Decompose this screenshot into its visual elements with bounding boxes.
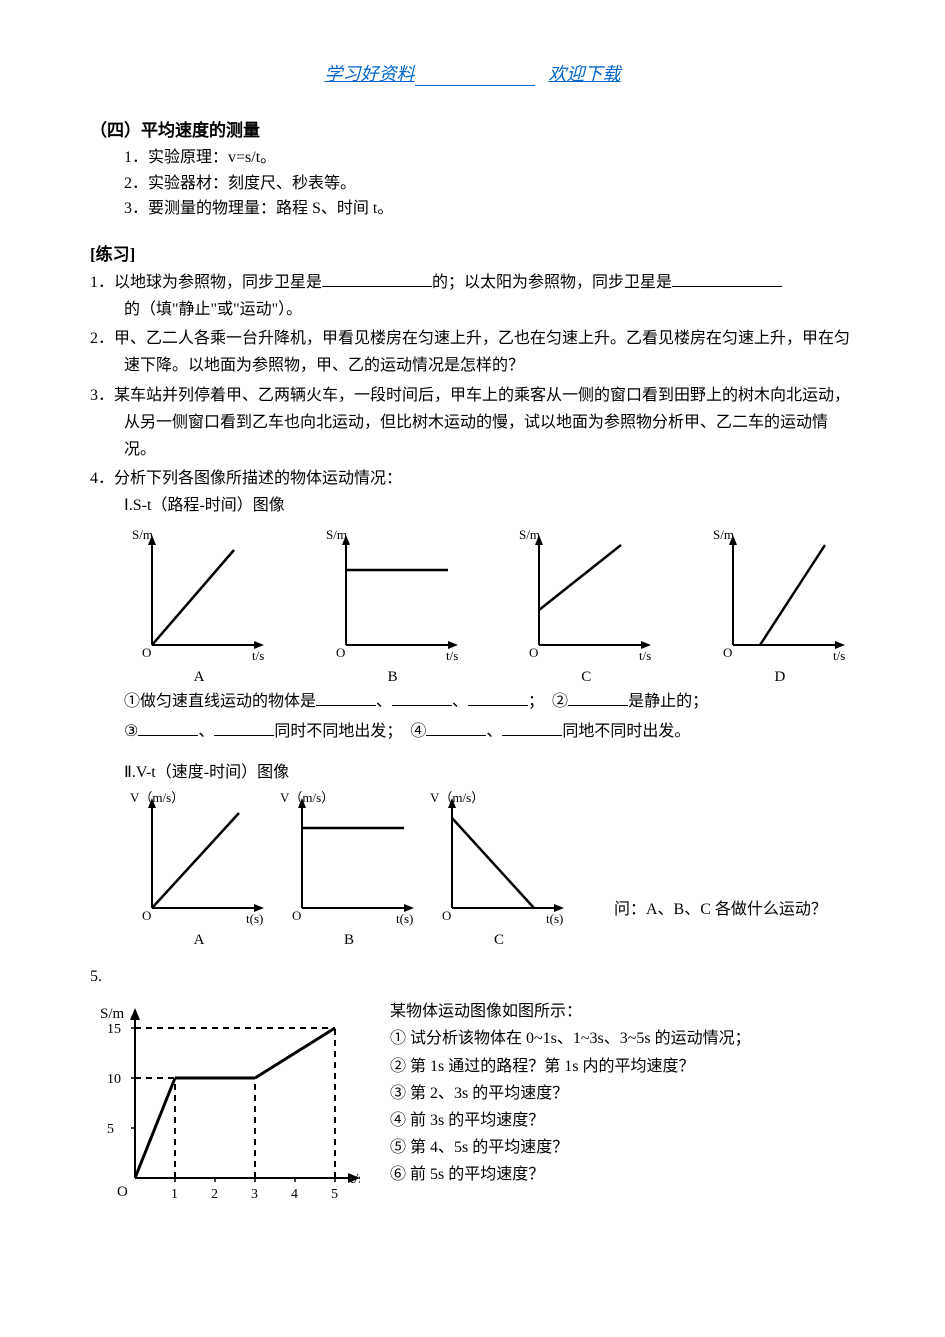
svg-text:4: 4: [291, 1187, 298, 1202]
q4-fill-line2: ③、同时不同地出发； ④、同地不同时出发。: [124, 718, 855, 745]
st-chart-b: S/m O t/s B: [318, 525, 468, 686]
q4-f2a: ③: [124, 723, 138, 740]
q1-part-c: 的（填"静止"或"运动"）。: [124, 296, 855, 323]
svg-text:t/s: t/s: [833, 648, 845, 663]
q5-intro: 某物体运动图像如图所示：: [390, 998, 751, 1025]
st-chart-c: S/m O t/s C: [511, 525, 661, 686]
q4-f1b: ； ②: [528, 693, 568, 710]
q4-II-label: Ⅱ.V-t（速度-时间）图像: [124, 759, 855, 786]
chart-label-c: C: [581, 669, 591, 686]
vt-charts-row: V（m/s） O t(s) A V（m/s） O t(s): [124, 788, 855, 949]
st-chart-d: S/m O t/s D: [705, 525, 855, 686]
question-1: 1．以地球为参照物，同步卫星是 的；以太阳为参照物，同步卫星是 的（填"静止"或"…: [90, 269, 855, 323]
vt-chart-a: V（m/s） O t(s) A: [124, 788, 274, 949]
svg-text:15: 15: [107, 1022, 121, 1037]
svg-text:1: 1: [171, 1187, 178, 1202]
q1-part-b: 的；以太阳为参照物，同步卫星是: [432, 274, 672, 291]
svg-text:S/m: S/m: [100, 1006, 125, 1022]
q4-fill-line1: ①做匀速直线运动的物体是、、； ②是静止的；: [124, 688, 855, 715]
q2-text: 2．甲、乙二人各乘一台升降机，甲看见楼房在匀速上升，乙也在匀速上升。乙看见楼房在…: [90, 325, 855, 379]
q5-line-4: ④ 前 3s 的平均速度？: [390, 1107, 751, 1134]
svg-text:t(s): t(s): [396, 911, 413, 926]
origin-label: O: [142, 645, 151, 660]
q4-f1c: 是静止的；: [628, 693, 708, 710]
question-3: 3．某车站并列停着甲、乙两辆火车，一段时间后，甲车上的乘客从一侧的窗口看到田野上…: [90, 382, 855, 464]
svg-text:V（m/s）: V（m/s）: [280, 790, 334, 805]
q5-line-1: ① 试分析该物体在 0~1s、1~3s、3~5s 的运动情况；: [390, 1025, 751, 1052]
chart-label-a: A: [194, 669, 205, 686]
q1-part-a: 1．以地球为参照物，同步卫星是: [90, 274, 322, 291]
x-axis-label: t/s: [252, 648, 264, 663]
q4-I-label: Ⅰ.S-t（路程-时间）图像: [124, 492, 855, 519]
svg-text:V（m/s）: V（m/s）: [430, 790, 484, 805]
svg-text:O: O: [442, 908, 451, 923]
q4-intro: 4．分析下列各图像所描述的物体运动情况：: [90, 465, 855, 492]
chart-label-d: D: [775, 669, 786, 686]
vt-chart-b: V（m/s） O t(s) B: [274, 788, 424, 949]
svg-text:2: 2: [211, 1187, 218, 1202]
svg-text:t/s: t/s: [446, 648, 458, 663]
section4-item-3: 3．要测量的物理量：路程 S、时间 t。: [124, 196, 855, 222]
svg-text:3: 3: [251, 1187, 258, 1202]
svg-text:t/s: t/s: [350, 1171, 360, 1187]
svg-text:5: 5: [331, 1187, 338, 1202]
svg-text:5: 5: [107, 1122, 114, 1137]
svg-text:O: O: [292, 908, 301, 923]
q5-line-5: ⑤ 第 4、5s 的平均速度？: [390, 1134, 751, 1161]
q5-text-block: 某物体运动图像如图所示： ① 试分析该物体在 0~1s、1~3s、3~5s 的运…: [390, 998, 751, 1188]
blank: [322, 273, 432, 287]
q5-line-6: ⑥ 前 5s 的平均速度？: [390, 1161, 751, 1188]
practice-title: [练习]: [90, 240, 855, 265]
section4-item-2: 2．实验器材：刻度尺、秒表等。: [124, 171, 855, 197]
q3-text: 3．某车站并列停着甲、乙两辆火车，一段时间后，甲车上的乘客从一侧的窗口看到田野上…: [90, 382, 855, 464]
svg-text:S/m: S/m: [519, 527, 540, 542]
vt-question: 问：A、B、C 各做什么运动？: [614, 895, 827, 919]
q4-f1a: ①做匀速直线运动的物体是: [124, 693, 316, 710]
svg-text:O: O: [117, 1184, 128, 1200]
svg-text:O: O: [142, 908, 151, 923]
chart-label-c2: C: [494, 932, 504, 949]
svg-text:10: 10: [107, 1072, 121, 1087]
svg-text:O: O: [529, 645, 538, 660]
header-left: 学习好资料: [325, 64, 415, 84]
header-right: 欢迎下载: [549, 64, 621, 84]
svg-text:t/s: t/s: [639, 648, 651, 663]
question-5: 5.: [90, 963, 855, 990]
header-blank: [415, 85, 535, 86]
q5-chart: S/m t/s O 5 10 15 1 2 3 4 5: [90, 998, 360, 1208]
blank: [672, 273, 782, 287]
page-header: 学习好资料 欢迎下载: [90, 60, 855, 86]
q5-num: 5.: [90, 968, 102, 985]
svg-text:S/m: S/m: [713, 527, 734, 542]
q4-f2c: 同地不同时出发。: [562, 723, 690, 740]
svg-text:O: O: [336, 645, 345, 660]
chart-label-b: B: [388, 669, 398, 686]
question-4: 4．分析下列各图像所描述的物体运动情况： Ⅰ.S-t（路程-时间）图像: [90, 465, 855, 519]
svg-text:S/m: S/m: [326, 527, 347, 542]
q5-row: S/m t/s O 5 10 15 1 2 3 4 5 某物体运动图像如图所示： ① 试分析该物体在…: [90, 998, 855, 1208]
y-axis-label: S/m: [132, 527, 153, 542]
section4-item-1: 1．实验原理：v=s/t。: [124, 145, 855, 171]
chart-label-b2: B: [344, 932, 354, 949]
section4-title: （四）平均速度的测量: [90, 116, 855, 141]
q5-line-2: ② 第 1s 通过的路程？第 1s 内的平均速度？: [390, 1053, 751, 1080]
st-chart-a: S/m O t/s A: [124, 525, 274, 686]
svg-text:t(s): t(s): [246, 911, 263, 926]
vt-chart-c: V（m/s） O t(s) C: [424, 788, 574, 949]
question-2: 2．甲、乙二人各乘一台升降机，甲看见楼房在匀速上升，乙也在匀速上升。乙看见楼房在…: [90, 325, 855, 379]
st-charts-row: S/m O t/s A S/m O t/s B: [124, 525, 855, 686]
svg-text:O: O: [723, 645, 732, 660]
chart-label-a2: A: [194, 932, 205, 949]
svg-text:V（m/s）: V（m/s）: [130, 790, 184, 805]
q5-line-3: ③ 第 2、3s 的平均速度？: [390, 1080, 751, 1107]
q4-f2b: 同时不同地出发； ④: [274, 723, 426, 740]
svg-text:t(s): t(s): [546, 911, 563, 926]
